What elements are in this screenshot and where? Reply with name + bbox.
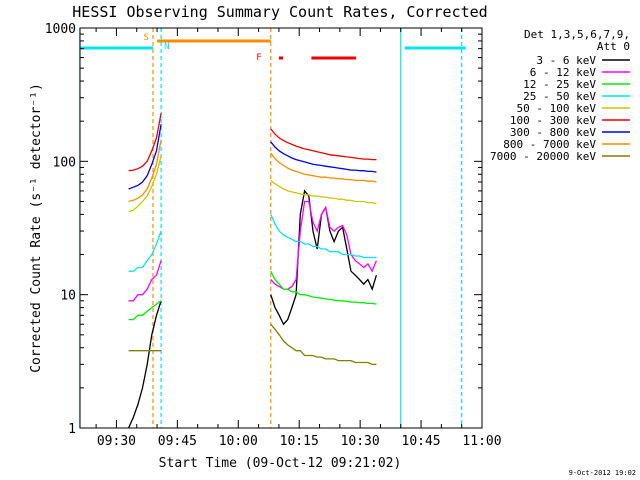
series-before-night-1 <box>128 260 162 302</box>
timestamp: 9-Oct-2012 19:02 <box>569 469 636 477</box>
x-tick-label-3: 10:15 <box>280 434 319 449</box>
legend-label-5: 100 - 300 keV <box>510 114 596 127</box>
x-tick-label-2: 10:00 <box>219 434 258 449</box>
series-after-night-8 <box>270 323 377 366</box>
x-tick-label-4: 10:30 <box>341 434 380 449</box>
series-after-night-3 <box>270 214 377 259</box>
series-after-night-7 <box>270 152 377 183</box>
series-before-night-7 <box>128 139 162 203</box>
series-before-night-0 <box>128 300 162 429</box>
y-axis-label: Corrected Count Rate (s⁻¹ detector⁻¹) <box>29 83 44 373</box>
legend-label-7: 800 - 7000 keV <box>503 138 596 151</box>
series-after-night-5 <box>270 128 377 161</box>
series-after-night-1 <box>270 200 378 290</box>
legend-label-3: 25 - 50 keV <box>523 90 596 103</box>
plot-content: S N F <box>79 28 466 429</box>
legend-label-8: 7000 - 20000 keV <box>490 150 596 163</box>
legend-label-1: 6 - 12 keV <box>530 66 597 79</box>
series-after-night-6 <box>270 141 377 173</box>
legend-header-1: Att 0 <box>597 40 630 53</box>
flag-label-s: S <box>144 33 149 43</box>
legend-header-0: Det 1,3,5,6,7,9, <box>524 28 630 41</box>
series-before-night-3 <box>128 230 162 272</box>
legend-label-4: 50 - 100 keV <box>517 102 597 115</box>
plot-frame <box>79 27 483 429</box>
flag-label-f: F <box>256 53 261 63</box>
chart-title: HESSI Observing Summary Count Rates, Cor… <box>72 3 487 21</box>
x-tick-label-1: 09:45 <box>158 434 197 449</box>
flag-label-n: N <box>164 42 169 52</box>
legend-label-6: 300 - 800 keV <box>510 126 596 139</box>
series-before-night-5 <box>128 112 162 172</box>
legend-label-0: 3 - 6 keV <box>536 54 596 67</box>
axes: 1 10 100 1000 09:30 09:45 10:00 10:15 10:30 10:45… <box>45 22 502 449</box>
x-tick-label-0: 09:30 <box>97 434 136 449</box>
y-tick-label-2: 100 <box>53 155 76 170</box>
legend-label-2: 12 - 25 keV <box>523 78 596 91</box>
series-before-night-4 <box>128 155 162 213</box>
series-after-night-4 <box>270 179 377 205</box>
x-tick-label-5: 10:45 <box>402 434 441 449</box>
y-tick-label-1: 10 <box>60 289 76 304</box>
series-after-night-2 <box>270 270 377 305</box>
y-tick-label-0: 1 <box>68 422 76 437</box>
x-axis-label: Start Time (09-Oct-12 09:21:02) <box>159 456 402 471</box>
series-before-night-2 <box>128 300 162 321</box>
x-tick-label-6: 11:00 <box>462 434 501 449</box>
y-tick-label-3: 1000 <box>45 22 76 37</box>
series-before-night-6 <box>128 124 162 190</box>
